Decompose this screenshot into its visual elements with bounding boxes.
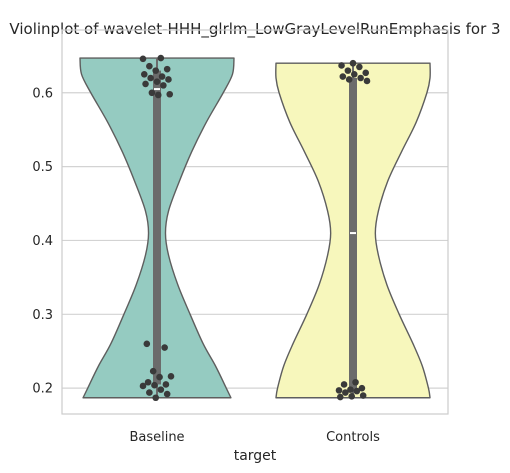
data-point: [139, 55, 147, 63]
data-point: [357, 74, 364, 82]
data-point: [166, 90, 174, 98]
strip-points: [139, 54, 371, 402]
violins: [79, 57, 431, 399]
data-point: [162, 381, 170, 388]
data-point: [344, 67, 352, 74]
data-point: [163, 390, 171, 398]
data-point: [348, 392, 356, 400]
data-point: [152, 67, 160, 74]
data-point: [352, 378, 359, 386]
x-axis-label: target: [234, 448, 277, 464]
data-point: [157, 386, 165, 393]
data-point: [146, 62, 153, 70]
y-tick-labels: 0.2 0.3 0.4 0.5 0.6: [32, 86, 53, 396]
data-point: [151, 381, 158, 389]
iqr-box: [153, 70, 161, 385]
data-point: [338, 62, 345, 69]
y-tick-label: 0.4: [32, 234, 53, 249]
data-point: [342, 389, 349, 396]
data-point: [340, 381, 348, 388]
data-point: [147, 74, 154, 82]
data-point: [163, 65, 171, 73]
data-point: [153, 78, 161, 85]
data-point: [160, 82, 167, 89]
data-point: [359, 392, 367, 399]
data-point: [158, 73, 166, 80]
data-point: [139, 382, 147, 390]
data-point: [157, 54, 165, 62]
data-point: [358, 384, 366, 392]
y-tick-label: 0.3: [32, 308, 53, 323]
data-point: [353, 387, 361, 395]
data-point: [347, 386, 354, 393]
data-point: [335, 387, 343, 394]
x-tick-label: Controls: [326, 430, 380, 445]
y-tick-label: 0.2: [32, 382, 53, 397]
plot-frame: [61, 29, 449, 415]
data-point: [339, 73, 347, 80]
data-point: [154, 91, 162, 99]
data-point: [165, 76, 172, 83]
data-point: [144, 378, 152, 386]
data-point: [167, 373, 175, 380]
data-point: [349, 59, 357, 67]
data-point: [148, 89, 156, 97]
data-point: [143, 340, 151, 348]
data-point: [345, 76, 353, 83]
y-tick-label: 0.5: [32, 160, 53, 175]
x-tick-labels: Baseline Controls: [129, 430, 380, 445]
data-point: [140, 71, 148, 78]
data-point: [156, 373, 163, 381]
x-tick-label: Baseline: [129, 430, 184, 445]
data-point: [362, 69, 370, 77]
iqr-box: [349, 78, 357, 391]
data-point: [149, 367, 157, 375]
data-point: [146, 389, 153, 396]
data-point: [356, 63, 363, 71]
data-point: [363, 77, 371, 85]
y-tick-label: 0.6: [32, 86, 53, 101]
data-point: [161, 344, 168, 351]
data-point: [152, 394, 160, 402]
data-point: [350, 71, 358, 78]
data-point: [142, 80, 149, 88]
data-point: [336, 393, 344, 401]
